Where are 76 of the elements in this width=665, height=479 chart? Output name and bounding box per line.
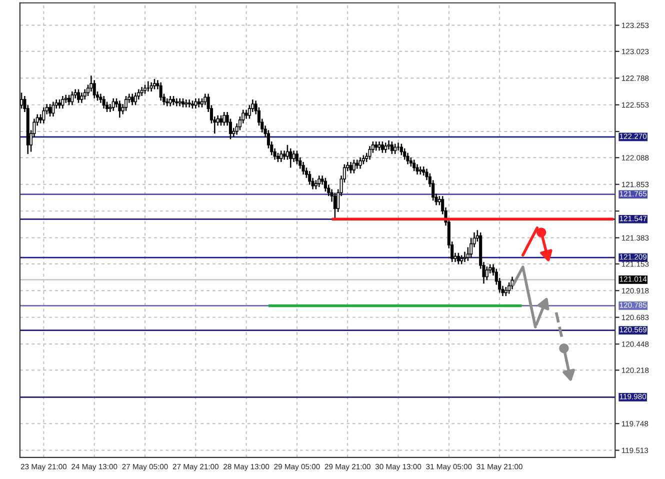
candlestick <box>403 148 406 160</box>
candlestick <box>356 159 359 170</box>
candlestick <box>280 150 283 163</box>
candlestick <box>409 156 412 168</box>
candlestick <box>166 98 169 107</box>
candlestick <box>143 84 147 94</box>
candlestick <box>92 80 96 99</box>
candlestick <box>52 101 55 118</box>
candlestick <box>197 98 200 108</box>
candlestick <box>118 100 122 118</box>
candlestick <box>244 109 248 120</box>
candlestick <box>83 88 86 100</box>
candlestick <box>80 92 84 104</box>
candlestick <box>150 82 153 92</box>
candlestick <box>112 98 115 112</box>
candlestick <box>134 92 138 106</box>
candlestick <box>378 140 381 152</box>
candlestick <box>406 152 410 165</box>
candlestick <box>159 82 162 102</box>
candlestick <box>39 114 42 124</box>
candlestick <box>333 192 336 220</box>
candlestick <box>20 92 24 110</box>
candlestick <box>349 161 352 174</box>
candlestick <box>102 95 106 110</box>
candlestick <box>400 143 403 156</box>
candlestick <box>200 98 204 108</box>
candlestick <box>358 156 362 170</box>
candlestick <box>463 251 466 263</box>
candlestick <box>387 140 390 150</box>
candlestick <box>302 161 305 176</box>
candlestick <box>422 166 426 176</box>
candlestick <box>396 142 400 152</box>
candlestick <box>362 154 365 165</box>
candlestick <box>175 98 178 107</box>
candlestick <box>394 143 397 155</box>
candlestick <box>194 98 198 110</box>
candlestick <box>308 170 312 186</box>
candlestick <box>314 180 318 190</box>
candlestick <box>485 266 488 281</box>
candlestick <box>70 90 74 106</box>
candlestick <box>178 98 182 107</box>
candlestick <box>67 94 71 106</box>
candlestick <box>324 177 327 192</box>
candlestick <box>352 159 356 174</box>
candlestick <box>368 145 372 160</box>
candlestick <box>181 98 185 108</box>
candlestick <box>286 144 289 160</box>
candlestick <box>58 98 62 110</box>
candlestick <box>384 142 388 154</box>
candlestick <box>140 86 144 97</box>
candlestick <box>374 140 378 152</box>
candlestick <box>456 252 460 265</box>
candlestick <box>130 93 134 106</box>
candlestick <box>282 150 286 160</box>
candlestick <box>318 174 321 188</box>
candlestick <box>61 95 64 110</box>
candlestick <box>504 286 508 297</box>
candlestick <box>124 95 128 112</box>
candlestick <box>172 95 176 106</box>
candlestick <box>76 88 80 104</box>
candlestick <box>184 98 188 108</box>
candlestick <box>412 159 416 172</box>
candlestick <box>152 78 156 90</box>
candlestick <box>48 103 52 118</box>
candlestick <box>276 152 280 163</box>
candlestick <box>295 150 298 165</box>
candlestick <box>390 140 394 155</box>
candlestick <box>219 114 223 126</box>
candlestick <box>380 140 384 154</box>
candlestick <box>460 254 464 265</box>
candlestick <box>289 148 292 168</box>
candlestick <box>222 111 226 126</box>
candlestick <box>168 95 172 107</box>
candlestick <box>188 98 191 108</box>
candlestick <box>416 164 419 176</box>
candlestick <box>42 106 46 124</box>
